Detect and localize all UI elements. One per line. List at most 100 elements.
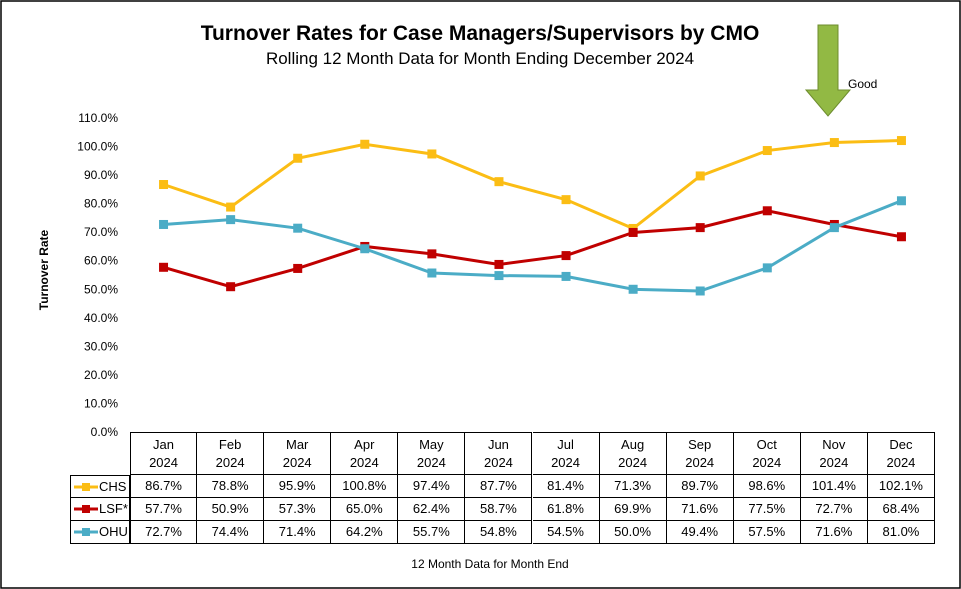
x-tick-label: Apr 2024: [331, 432, 399, 475]
data-label: 100.8%: [331, 475, 399, 498]
series-line: [163, 209, 902, 289]
x-tick-label: Dec 2024: [867, 432, 935, 475]
legend-entry: LSF*: [70, 498, 130, 521]
data-label: 64.2%: [331, 521, 399, 544]
legend-label: CHS: [99, 478, 127, 494]
marker: [293, 263, 303, 273]
data-label: 71.3%: [599, 475, 667, 498]
marker: [226, 215, 236, 225]
y-tick-label: 80.0%: [84, 197, 118, 211]
data-label: 74.4%: [197, 521, 265, 544]
marker: [896, 196, 906, 206]
data-label: 58.7%: [465, 498, 533, 521]
marker: [628, 227, 638, 237]
x-tick-label: Sep 2024: [666, 432, 734, 475]
y-tick-label: 0.0%: [91, 425, 119, 439]
marker: [159, 219, 169, 229]
data-label: 81.0%: [867, 521, 935, 544]
data-label: 72.7%: [130, 521, 198, 544]
data-label: 102.1%: [867, 475, 935, 498]
data-label: 57.5%: [733, 521, 801, 544]
data-label: 81.4%: [532, 475, 600, 498]
data-label: 50.0%: [599, 521, 667, 544]
y-tick-label: 30.0%: [84, 339, 118, 353]
marker: [494, 259, 504, 269]
data-label: 68.4%: [867, 498, 935, 521]
data-label: 77.5%: [733, 498, 801, 521]
x-tick-label: Nov 2024: [800, 432, 868, 475]
y-axis-title: Turnover Rate: [37, 229, 51, 310]
data-label: 86.7%: [130, 475, 198, 498]
marker: [494, 177, 504, 187]
marker: [427, 249, 437, 259]
data-label: 54.8%: [465, 521, 533, 544]
y-tick-label: 20.0%: [84, 368, 118, 382]
marker: [561, 271, 571, 281]
data-label: 65.0%: [331, 498, 399, 521]
marker: [896, 232, 906, 242]
data-label: 49.4%: [666, 521, 734, 544]
series-line: [163, 139, 902, 231]
legend-entry: CHS: [70, 475, 130, 498]
x-tick-label: Mar 2024: [264, 432, 332, 475]
marker: [427, 149, 437, 159]
marker: [360, 139, 370, 149]
marker: [695, 286, 705, 296]
chart-title: Turnover Rates for Case Managers/Supervi…: [201, 22, 760, 45]
data-label: 98.6%: [733, 475, 801, 498]
marker: [896, 136, 906, 146]
marker: [226, 282, 236, 292]
y-tick-label: 60.0%: [84, 254, 118, 268]
legend-label: OHU: [99, 524, 128, 540]
data-label: 101.4%: [800, 475, 868, 498]
y-tick-label: 10.0%: [84, 396, 118, 410]
data-label: 69.9%: [599, 498, 667, 521]
marker: [762, 206, 772, 216]
legend-marker: [82, 505, 90, 513]
x-tick-label: Oct 2024: [733, 432, 801, 475]
legend-key: [74, 528, 98, 536]
data-label: 54.5%: [532, 521, 600, 544]
legend-marker: [82, 528, 90, 536]
data-label: 57.7%: [130, 498, 198, 521]
data-label: 50.9%: [197, 498, 265, 521]
data-label: 71.6%: [800, 521, 868, 544]
data-label: 72.7%: [800, 498, 868, 521]
data-label: 87.7%: [465, 475, 533, 498]
x-tick-label: Jun 2024: [465, 432, 533, 475]
data-label: 62.4%: [398, 498, 466, 521]
data-label: 71.6%: [666, 498, 734, 521]
legend-key: [74, 505, 98, 513]
y-tick-label: 90.0%: [84, 168, 118, 182]
marker: [159, 180, 169, 190]
marker: [494, 271, 504, 281]
chart-subtitle: Rolling 12 Month Data for Month Ending D…: [266, 49, 694, 68]
x-tick-label: Feb 2024: [197, 432, 265, 475]
x-tick-label: May 2024: [398, 432, 466, 475]
data-label: 89.7%: [666, 475, 734, 498]
marker: [695, 223, 705, 233]
x-tick-label: Aug 2024: [599, 432, 667, 475]
y-tick-label: 100.0%: [77, 140, 118, 154]
y-tick-label: 110.0%: [78, 111, 118, 125]
data-label: 78.8%: [197, 475, 265, 498]
marker: [829, 223, 839, 233]
legend-label: LSF*: [99, 501, 128, 517]
data-label: 97.4%: [398, 475, 466, 498]
marker: [695, 171, 705, 181]
x-axis-title: 12 Month Data for Month End: [411, 557, 568, 571]
y-tick-label: 50.0%: [84, 282, 118, 296]
data-label: 55.7%: [398, 521, 466, 544]
x-tick-label: Jan 2024: [130, 432, 198, 475]
marker: [360, 244, 370, 254]
data-label: 61.8%: [532, 498, 600, 521]
y-tick-label: 70.0%: [84, 225, 118, 239]
arrow: [804, 24, 852, 117]
marker: [293, 223, 303, 233]
y-tick-label: 40.0%: [84, 311, 118, 325]
annotation: Good: [848, 77, 877, 91]
legend-key: [74, 482, 98, 491]
marker: [293, 153, 303, 163]
